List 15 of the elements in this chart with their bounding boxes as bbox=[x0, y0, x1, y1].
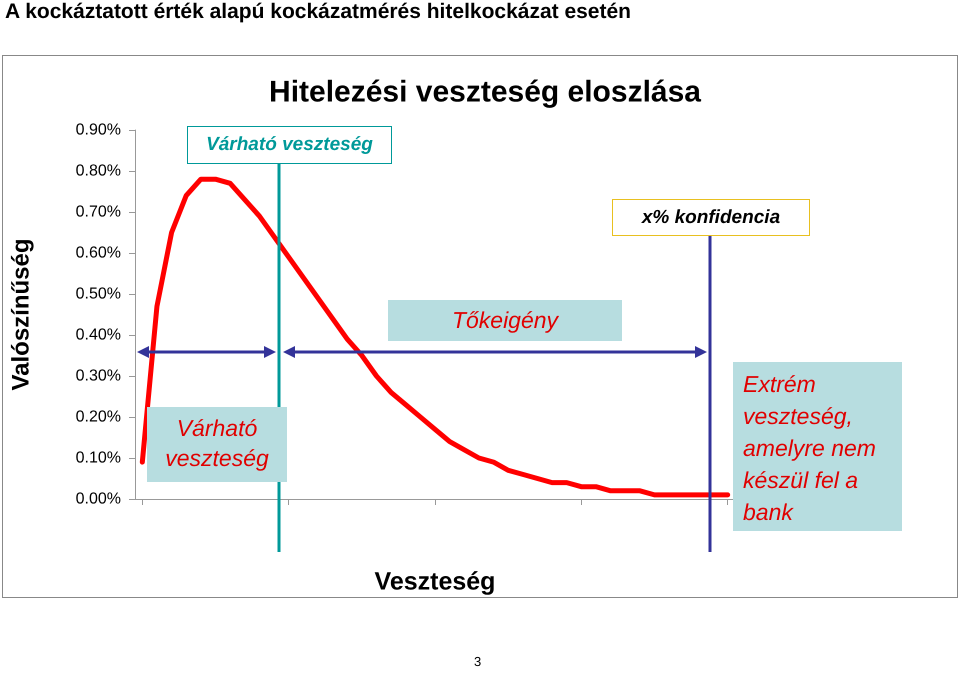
y-tick-label: 0.30% bbox=[76, 368, 121, 384]
y-tick-label: 0.50% bbox=[76, 286, 121, 302]
y-tick-label: 0.00% bbox=[76, 490, 121, 508]
chart-title: Hitelezési veszteség eloszlása bbox=[269, 76, 702, 108]
y-tick-label: 0.60% bbox=[76, 244, 121, 262]
y-axis-title: Valószínűség bbox=[8, 238, 34, 391]
text: A kockáztatott érték alapú kockázatmérés hitelkockázat esetén bbox=[5, 0, 631, 24]
y-tick-label: 0.40% bbox=[76, 326, 121, 344]
y-tick-label: 0.20% bbox=[76, 408, 121, 426]
y-tick-label: 0.80% bbox=[76, 162, 121, 180]
y-tick-label: 0.90% bbox=[76, 122, 121, 138]
text: 3 bbox=[474, 654, 482, 669]
y-tick-label: 0.10% bbox=[76, 450, 121, 466]
y-tick-label: 0.70% bbox=[76, 204, 121, 220]
x-axis-title: Veszteség bbox=[374, 568, 496, 596]
